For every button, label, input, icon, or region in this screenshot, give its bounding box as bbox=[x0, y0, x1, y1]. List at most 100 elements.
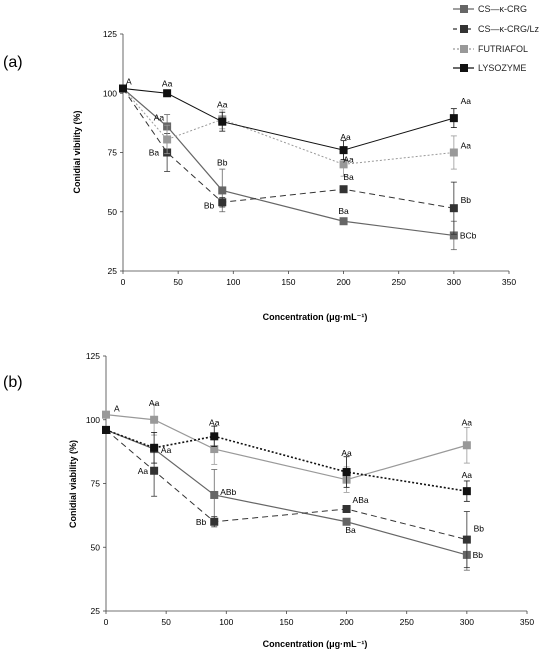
panel-a-series-line-futriafol bbox=[122, 88, 454, 165]
panel-b-data-point-lysozyme bbox=[150, 443, 159, 452]
panel-a-x-tick-label: 300 bbox=[447, 277, 461, 287]
legend-label-lysozyme: LYSOZYME bbox=[478, 63, 526, 73]
panel-b-plot: 25 50 75 100 125 0 50 100 150 200 250 300 350 A Aa Aa Aa… bbox=[86, 351, 535, 627]
panel-a-significance-label: Bb bbox=[461, 195, 472, 205]
panel-a-significance-label: Aa bbox=[343, 154, 354, 164]
panel-b-data-point-cs-crg-lz bbox=[210, 517, 219, 526]
panel-a-x-tick-label: 250 bbox=[392, 277, 406, 287]
panel-b-x-tick-label: 300 bbox=[460, 617, 474, 627]
panel-b-significance-label: Aa bbox=[462, 470, 473, 480]
legend: CS—κ-CRG CS—κ-CRG/Lz FUTRIAFOL LYSOZYME bbox=[453, 4, 540, 73]
panel-a-y-tick-label: 75 bbox=[108, 148, 118, 158]
panel-a-significance-label: Ba bbox=[338, 206, 349, 216]
legend-marker-futriafol bbox=[460, 45, 468, 53]
panel-b-data-point-cs-crg-lz bbox=[150, 466, 159, 475]
panel-b-significance-label: A bbox=[114, 404, 120, 414]
panel-a-x-tick-label: 100 bbox=[226, 277, 240, 287]
panel-b-y-tick-label: 75 bbox=[91, 479, 101, 489]
panel-a-data-point-cs-crg-lz bbox=[218, 198, 227, 207]
panel-a-significance-label: A bbox=[126, 77, 132, 87]
panel-a-series-line-lysozyme bbox=[122, 88, 454, 151]
panel-b-data-point-futriafol bbox=[462, 441, 471, 450]
panel-b-significance-label: ABb bbox=[220, 487, 236, 497]
panel-b-significance-label: ABa bbox=[353, 495, 369, 505]
panel-a-x-tick-label: 50 bbox=[173, 277, 183, 287]
panel-a-data-point-futriafol bbox=[449, 148, 458, 157]
panel-b-data-point-cs-crg bbox=[210, 490, 219, 499]
panel-a-data-point-lysozyme bbox=[339, 146, 348, 155]
panel-b-label: (b) bbox=[3, 374, 23, 391]
panel-b-y-tick-label: 100 bbox=[86, 415, 100, 425]
panel-b-significance-label: Aa bbox=[462, 417, 473, 427]
panel-a-data-point-futriafol bbox=[163, 135, 172, 144]
panel-b-y-tick-label: 25 bbox=[91, 606, 101, 616]
panel-a-data-point-cs-crg-lz bbox=[449, 204, 458, 213]
panel-a-significance-label: Aa bbox=[154, 112, 165, 122]
panel-b-x-axis-title: Concentration (μg·mL⁻¹) bbox=[263, 639, 368, 649]
legend-marker-cs-crg bbox=[460, 5, 468, 13]
panel-a-data-point-cs-crg bbox=[218, 186, 227, 195]
panel-b-data-point-lysozyme bbox=[462, 487, 471, 496]
panel-b-data-point-futriafol bbox=[150, 415, 159, 424]
legend-label-cs-crg: CS—κ-CRG bbox=[478, 4, 527, 14]
panel-a-significance-label: Aa bbox=[461, 141, 472, 151]
panel-b-significance-label: Ba bbox=[345, 525, 356, 535]
panel-a-x-tick-label: 200 bbox=[336, 277, 350, 287]
panel-a-y-tick-label: 100 bbox=[103, 88, 117, 98]
panel-a-x-tick-label: 150 bbox=[281, 277, 295, 287]
panel-a-data-point-lysozyme bbox=[163, 89, 172, 98]
panel-b-x-tick-label: 200 bbox=[339, 617, 353, 627]
legend-label-futriafol: FUTRIAFOL bbox=[478, 44, 528, 54]
panel-a-significance-label: Ba bbox=[343, 172, 354, 182]
panel-a-series-line-cs-crg-lz bbox=[122, 88, 454, 209]
panel-b-significance-label: Bb bbox=[474, 524, 485, 534]
panel-a-data-point-lysozyme bbox=[449, 114, 458, 123]
panel-b-y-tick-label: 50 bbox=[91, 542, 101, 552]
panel-b-significance-label: Bb bbox=[196, 517, 207, 527]
panel-b-data-point-lysozyme bbox=[342, 468, 351, 477]
panel-a-x-tick-label: 350 bbox=[502, 277, 516, 287]
panel-a-y-tick-label: 125 bbox=[103, 29, 117, 39]
legend-marker-cs-crg-lz bbox=[460, 25, 468, 33]
panel-a-data-point-futriafol bbox=[339, 160, 348, 169]
panel-b-y-tick-label: 125 bbox=[86, 351, 100, 361]
legend-item-3: LYSOZYME bbox=[453, 63, 526, 73]
panel-b-x-tick-label: 150 bbox=[279, 617, 293, 627]
panel-a-y-tick-label: 50 bbox=[108, 207, 118, 217]
panel-b-x-tick-label: 100 bbox=[219, 617, 233, 627]
legend-label-cs-crg-lz: CS—κ-CRG/Lz bbox=[478, 24, 540, 34]
panel-a-data-point-cs-crg-lz bbox=[339, 185, 348, 194]
panel-a-data-point-cs-crg bbox=[449, 231, 458, 240]
legend-item-2: FUTRIAFOL bbox=[453, 44, 528, 54]
panel-a-y-tick-label: 25 bbox=[108, 266, 118, 276]
panel-a-data-point-cs-crg bbox=[339, 217, 348, 226]
panel-b-x-tick-label: 250 bbox=[400, 617, 414, 627]
panel-a-series-line-cs-crg bbox=[122, 88, 454, 237]
panel-b-data-point-cs-crg bbox=[342, 517, 351, 526]
panel-b-y-axis-title: Conidial viability (%) bbox=[68, 440, 78, 528]
panel-a-x-tick-label: 0 bbox=[121, 277, 126, 287]
panel-b-data-point-futriafol bbox=[102, 410, 110, 419]
panel-a-significance-label: Aa bbox=[217, 100, 228, 110]
legend-item-0: CS—κ-CRG bbox=[453, 4, 527, 14]
panel-a-significance-label: Aa bbox=[461, 96, 472, 106]
panel-a-significance-label: BCb bbox=[460, 230, 477, 240]
panel-a-data-point-lysozyme bbox=[119, 84, 127, 93]
panel-b-significance-label: Aa bbox=[161, 445, 172, 455]
panel-a-plot: 25 50 75 100 125 0 50 100 150 200 250 300 350 A Aa Aa Ba… bbox=[103, 29, 517, 287]
panel-a-data-point-lysozyme bbox=[218, 117, 227, 126]
panel-b-significance-label: Aa bbox=[138, 466, 149, 476]
panel-a-x-axis-title: Concentration (μg·mL⁻¹) bbox=[263, 312, 368, 322]
panel-b-data-point-futriafol bbox=[210, 445, 219, 454]
panel-b-significance-label: Bb bbox=[473, 550, 484, 560]
panel-a-label: (a) bbox=[3, 54, 23, 71]
panel-b-significance-label: Aa bbox=[149, 398, 160, 408]
panel-b-data-point-cs-crg-lz bbox=[342, 505, 351, 513]
panel-b-x-tick-label: 0 bbox=[104, 617, 109, 627]
panel-b-data-point-lysozyme bbox=[210, 432, 219, 441]
panel-b-significance-label: Aa bbox=[341, 448, 352, 458]
panel-b-x-tick-label: 350 bbox=[520, 617, 534, 627]
legend-item-1: CS—κ-CRG/Lz bbox=[453, 24, 540, 34]
legend-marker-lysozyme bbox=[460, 64, 468, 72]
